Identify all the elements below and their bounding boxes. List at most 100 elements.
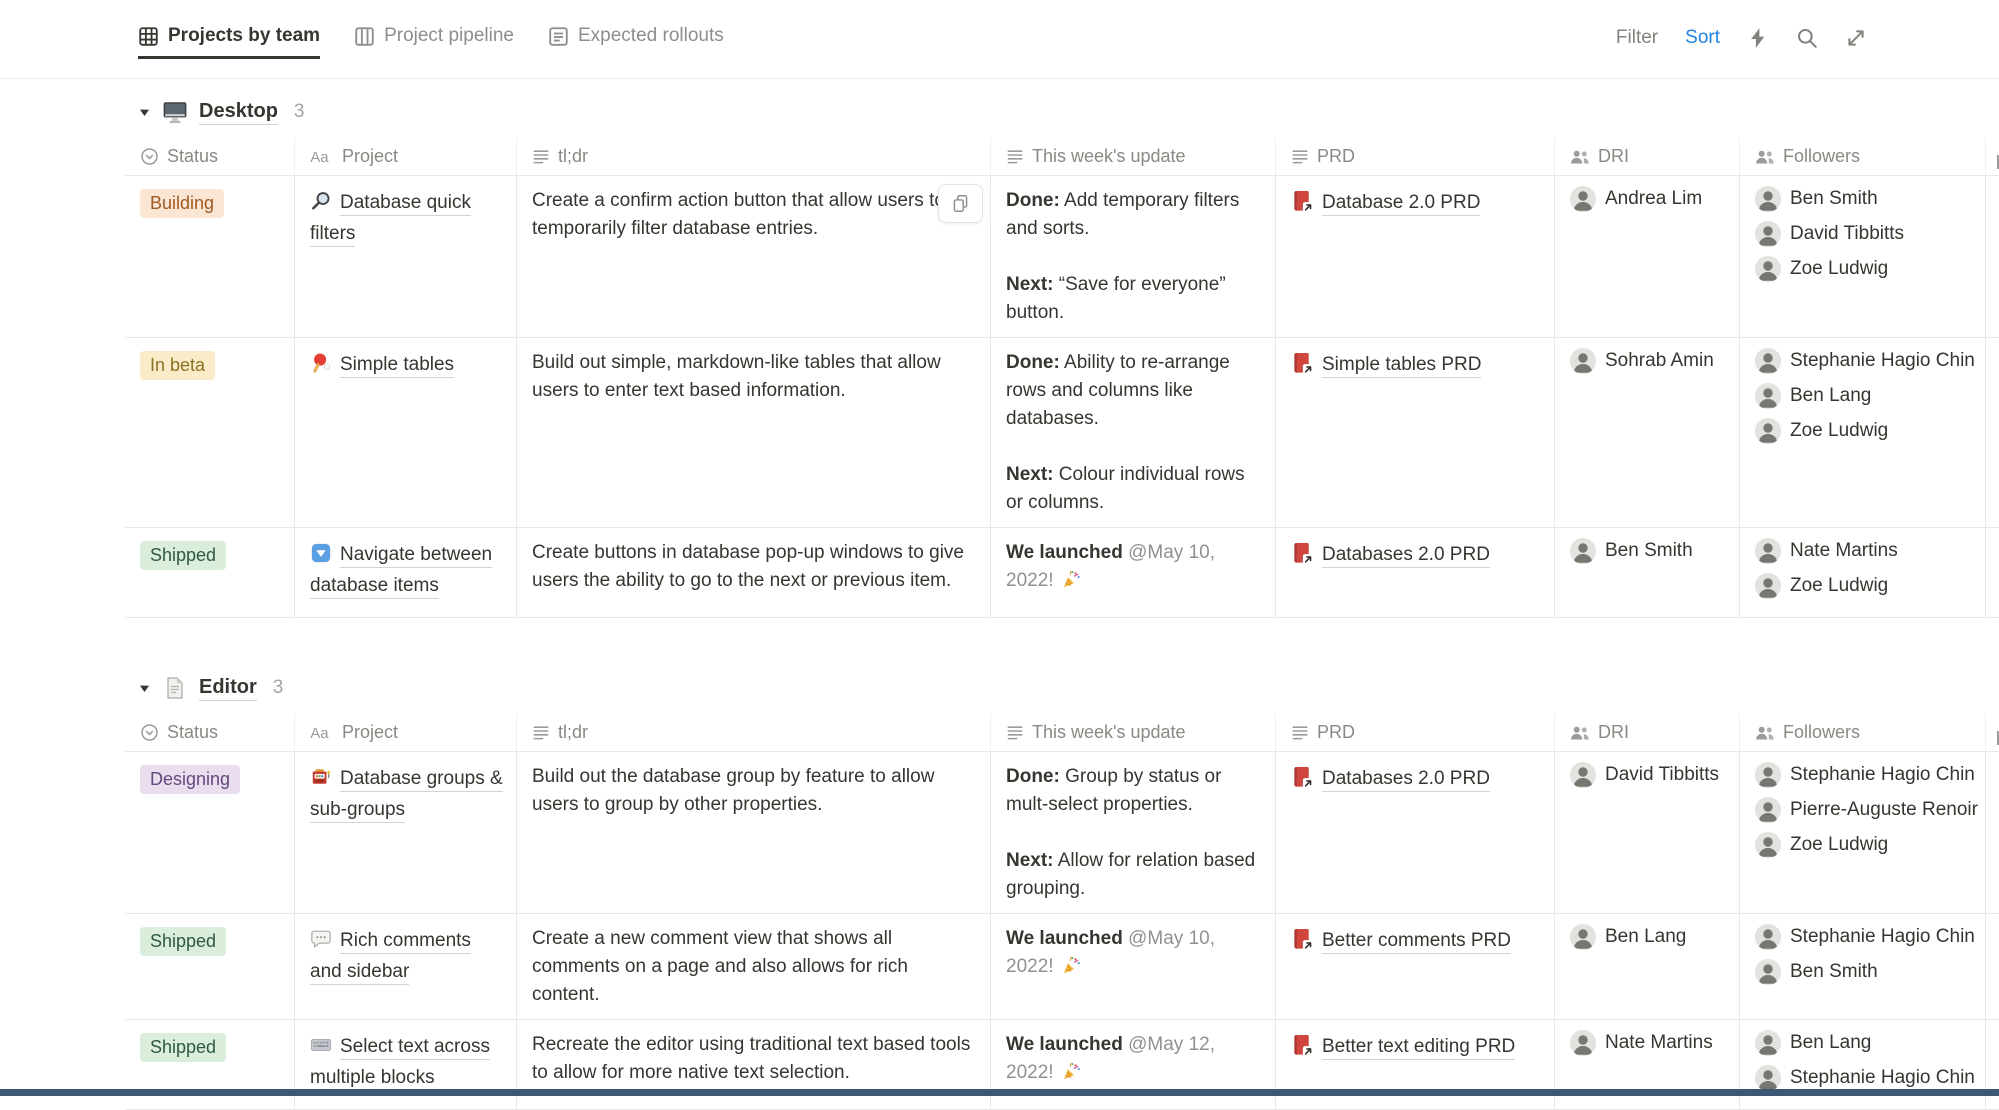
- filter-button[interactable]: Filter: [1615, 27, 1659, 48]
- follower-person[interactable]: Stephanie Hagio Chin: [1755, 347, 1975, 375]
- cell-followers[interactable]: Stephanie Hagio Chin Ben Smith: [1740, 914, 1986, 1019]
- cell-project[interactable]: Database groups & sub-groups: [295, 752, 517, 913]
- group-name[interactable]: Editor: [199, 676, 257, 701]
- cell-status[interactable]: Shipped: [125, 914, 295, 1019]
- dri-person[interactable]: Sohrab Amin: [1570, 347, 1727, 375]
- follower-person[interactable]: Stephanie Hagio Chin: [1755, 761, 1975, 789]
- cell-prd[interactable]: Databases 2.0 PRD: [1276, 752, 1555, 913]
- column-header-tldr[interactable]: tl;dr: [517, 714, 991, 751]
- prd-link[interactable]: Better text editing PRD: [1322, 1036, 1516, 1060]
- cell-tldr[interactable]: Create a confirm action button that allo…: [517, 176, 991, 337]
- search-icon[interactable]: [1796, 27, 1818, 49]
- cell-project[interactable]: Database quick filters: [295, 176, 517, 337]
- column-header-followers[interactable]: Followers: [1740, 138, 1986, 175]
- follower-person[interactable]: Zoe Ludwig: [1755, 255, 1973, 283]
- project-link[interactable]: Select text across multiple blocks: [310, 1036, 490, 1091]
- cell-project[interactable]: Rich comments and sidebar: [295, 914, 517, 1019]
- project-link[interactable]: Navigate between database items: [310, 544, 493, 599]
- follower-person[interactable]: Zoe Ludwig: [1755, 417, 1973, 445]
- cell-dri[interactable]: Ben Smith: [1555, 528, 1740, 617]
- tab-project-pipeline[interactable]: Project pipeline: [354, 25, 514, 59]
- cell-dri[interactable]: Sohrab Amin: [1555, 338, 1740, 527]
- follower-person[interactable]: Ben Lang: [1755, 382, 1973, 410]
- column-header-followers[interactable]: Followers: [1740, 714, 1986, 751]
- project-link[interactable]: Simple tables: [340, 354, 455, 378]
- project-link[interactable]: Rich comments and sidebar: [310, 930, 471, 985]
- cell-followers[interactable]: Stephanie Hagio Chin Ben Lang Zoe Ludwig: [1740, 338, 1986, 527]
- cell-prd[interactable]: Simple tables PRD: [1276, 338, 1555, 527]
- follower-person[interactable]: Ben Smith: [1755, 185, 1973, 213]
- follower-person[interactable]: Zoe Ludwig: [1755, 831, 1973, 859]
- cell-status[interactable]: In beta: [125, 338, 295, 527]
- cell-dri[interactable]: Ben Lang: [1555, 914, 1740, 1019]
- cell-dri[interactable]: Andrea Lim: [1555, 176, 1740, 337]
- column-header-status[interactable]: Status: [125, 138, 295, 175]
- cell-followers[interactable]: Ben Lang Stephanie Hagio Chin: [1740, 1020, 1986, 1109]
- tab-expected-rollouts[interactable]: Expected rollouts: [548, 25, 724, 59]
- cell-update[interactable]: We launched @May 12, 2022!: [991, 1020, 1276, 1109]
- prd-link[interactable]: Simple tables PRD: [1322, 354, 1482, 378]
- cell-tldr[interactable]: Recreate the editor using traditional te…: [517, 1020, 991, 1109]
- cell-project[interactable]: Simple tables: [295, 338, 517, 527]
- cell-tldr[interactable]: Create a new comment view that shows all…: [517, 914, 991, 1019]
- dri-person[interactable]: David Tibbitts: [1570, 761, 1727, 789]
- group-toggle-icon[interactable]: [137, 106, 151, 119]
- cell-dri[interactable]: Nate Martins: [1555, 1020, 1740, 1109]
- follower-person[interactable]: Ben Lang: [1755, 1029, 1973, 1057]
- sort-button[interactable]: Sort: [1685, 27, 1720, 48]
- cell-status[interactable]: Building: [125, 176, 295, 337]
- cell-update[interactable]: Done: Ability to re-arrange rows and col…: [991, 338, 1276, 527]
- column-header-tldr[interactable]: tl;dr: [517, 138, 991, 175]
- project-link[interactable]: Database quick filters: [310, 192, 471, 247]
- follower-person[interactable]: Stephanie Hagio Chin: [1755, 923, 1975, 951]
- project-link[interactable]: Database groups & sub-groups: [310, 768, 503, 823]
- follower-person[interactable]: Ben Smith: [1755, 958, 1973, 986]
- follower-person[interactable]: Zoe Ludwig: [1755, 572, 1973, 600]
- automation-bolt-icon[interactable]: [1747, 27, 1769, 49]
- cell-followers[interactable]: Stephanie Hagio Chin Pierre-Auguste Renoi…: [1740, 752, 1986, 913]
- column-header-project[interactable]: Aa Project: [295, 138, 517, 175]
- cell-project[interactable]: Select text across multiple blocks: [295, 1020, 517, 1109]
- prd-link[interactable]: Database 2.0 PRD: [1322, 192, 1481, 216]
- column-header-dri[interactable]: DRI: [1555, 714, 1740, 751]
- follower-person[interactable]: Pierre-Auguste Renoir: [1755, 796, 1978, 824]
- prd-link[interactable]: Databases 2.0 PRD: [1322, 768, 1490, 792]
- cell-prd[interactable]: Database 2.0 PRD: [1276, 176, 1555, 337]
- cell-tldr[interactable]: Build out the database group by feature …: [517, 752, 991, 913]
- dri-person[interactable]: Ben Smith: [1570, 537, 1727, 565]
- column-header-update[interactable]: This week's update: [991, 714, 1276, 751]
- column-header-dri[interactable]: DRI: [1555, 138, 1740, 175]
- cell-followers[interactable]: Ben Smith David Tibbitts Zoe Ludwig: [1740, 176, 1986, 337]
- cell-update[interactable]: Done: Group by status or mult-select pro…: [991, 752, 1276, 913]
- column-header-prd[interactable]: PRD: [1276, 714, 1555, 751]
- column-header-update[interactable]: This week's update: [991, 138, 1276, 175]
- cell-status[interactable]: Shipped: [125, 1020, 295, 1109]
- group-toggle-icon[interactable]: [137, 682, 151, 695]
- cell-update[interactable]: We launched @May 10, 2022!: [991, 528, 1276, 617]
- tab-projects-by-team[interactable]: Projects by team: [138, 25, 321, 59]
- column-header-status[interactable]: Status: [125, 714, 295, 751]
- cell-prd[interactable]: Better text editing PRD: [1276, 1020, 1555, 1109]
- cell-prd[interactable]: Databases 2.0 PRD: [1276, 528, 1555, 617]
- prd-link[interactable]: Better comments PRD: [1322, 930, 1511, 954]
- follower-person[interactable]: Nate Martins: [1755, 537, 1973, 565]
- cell-update[interactable]: Done: Add temporary filters and sorts. Ne…: [991, 176, 1276, 337]
- expand-icon[interactable]: [1845, 27, 1867, 49]
- cell-dri[interactable]: David Tibbitts: [1555, 752, 1740, 913]
- cell-followers[interactable]: Nate Martins Zoe Ludwig: [1740, 528, 1986, 617]
- prd-link[interactable]: Databases 2.0 PRD: [1322, 544, 1490, 568]
- cell-project[interactable]: Navigate between database items: [295, 528, 517, 617]
- group-name[interactable]: Desktop: [199, 100, 278, 125]
- cell-update[interactable]: We launched @May 10, 2022!: [991, 914, 1276, 1019]
- cell-tldr[interactable]: Build out simple, markdown-like tables t…: [517, 338, 991, 527]
- dri-person[interactable]: Andrea Lim: [1570, 185, 1727, 213]
- dri-person[interactable]: Nate Martins: [1570, 1029, 1727, 1057]
- cell-prd[interactable]: Better comments PRD: [1276, 914, 1555, 1019]
- follower-person[interactable]: David Tibbitts: [1755, 220, 1973, 248]
- follower-person[interactable]: Stephanie Hagio Chin: [1755, 1064, 1975, 1092]
- cell-status[interactable]: Shipped: [125, 528, 295, 617]
- cell-status[interactable]: Designing: [125, 752, 295, 913]
- dri-person[interactable]: Ben Lang: [1570, 923, 1727, 951]
- cell-tldr[interactable]: Create buttons in database pop-up window…: [517, 528, 991, 617]
- copy-button[interactable]: [938, 184, 983, 223]
